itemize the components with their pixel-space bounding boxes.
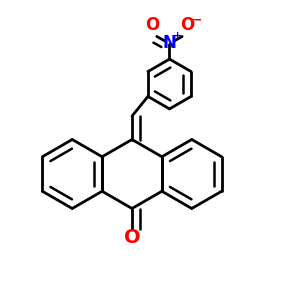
Text: N: N — [163, 34, 176, 52]
Text: O: O — [124, 228, 140, 247]
Text: +: + — [172, 31, 182, 41]
Text: O: O — [145, 16, 159, 34]
Text: −: − — [191, 13, 202, 26]
Text: O: O — [180, 16, 194, 34]
